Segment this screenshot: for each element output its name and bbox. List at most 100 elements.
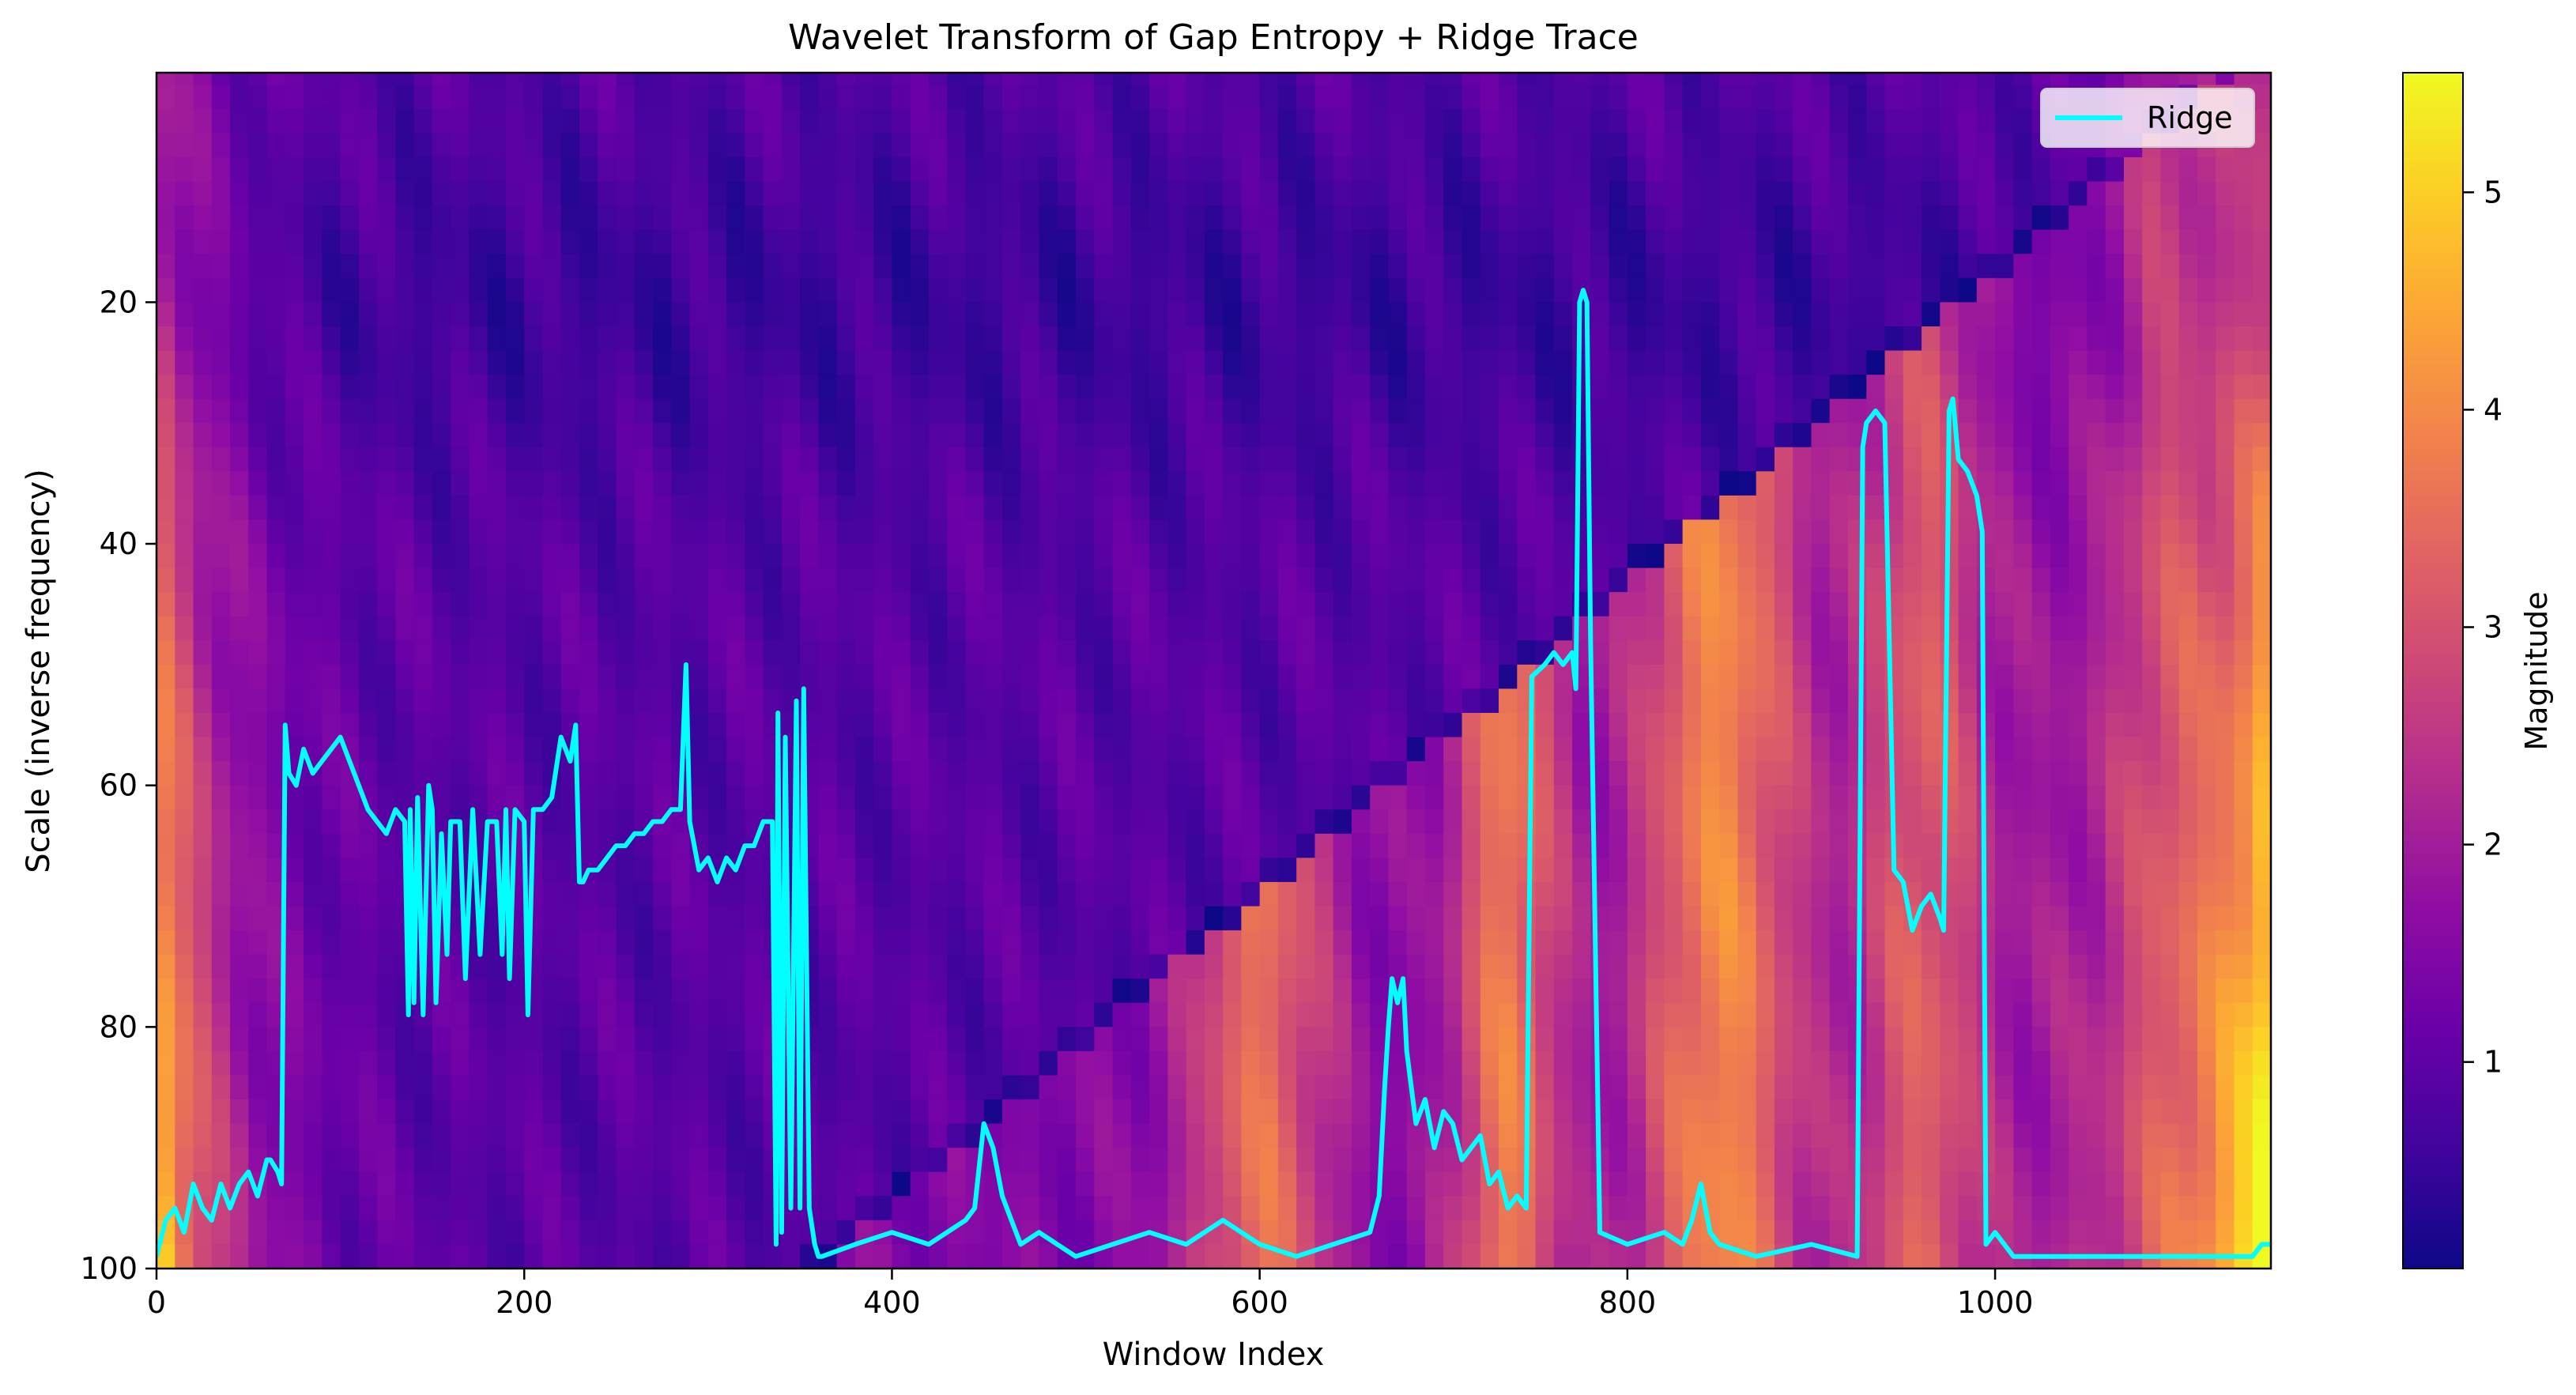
heatmap-cell (965, 85, 985, 110)
heatmap-cell (1774, 1171, 1793, 1197)
heatmap-cell (1076, 326, 1095, 352)
heatmap-cell (1167, 954, 1187, 979)
heatmap-cell (781, 398, 801, 424)
heatmap-cell (230, 108, 249, 134)
heatmap-cell (1461, 761, 1481, 786)
heatmap-cell (1076, 881, 1095, 907)
heatmap-cell (1259, 423, 1279, 448)
heatmap-cell (910, 930, 930, 956)
heatmap-cell (1186, 519, 1205, 545)
heatmap-cell (248, 858, 268, 883)
heatmap-cell (304, 85, 322, 110)
heatmap-cell (193, 375, 213, 400)
heatmap-cell (873, 712, 893, 738)
heatmap-cell (322, 85, 341, 110)
heatmap-cell (1774, 664, 1793, 690)
heatmap-cell (377, 495, 396, 521)
heatmap-cell (230, 471, 249, 496)
heatmap-cell (1829, 664, 1849, 690)
heatmap-cell (983, 1196, 1003, 1221)
heatmap-cell (983, 302, 1003, 327)
heatmap-cell (524, 447, 544, 472)
heatmap-cell (928, 809, 948, 835)
heatmap-cell (1517, 205, 1537, 231)
heatmap-cell (377, 1196, 396, 1221)
heatmap-cell (266, 302, 286, 327)
heatmap-cell (413, 133, 433, 158)
heatmap-cell (1039, 447, 1058, 472)
heatmap-cell (1535, 592, 1555, 617)
heatmap-cell (1186, 1099, 1205, 1125)
heatmap-cell (469, 1075, 488, 1100)
heatmap-cell (248, 761, 268, 786)
heatmap-cell (634, 73, 654, 85)
heatmap-cell (340, 1123, 360, 1148)
heatmap-cell (1039, 1244, 1058, 1269)
heatmap-cell (1737, 1075, 1757, 1100)
heatmap-cell (358, 761, 378, 786)
heatmap-cell (1700, 133, 1720, 158)
heatmap-cell (1737, 664, 1757, 690)
heatmap-cell (1922, 495, 1940, 521)
heatmap-cell (1002, 1123, 1021, 1148)
heatmap-cell (1259, 616, 1279, 641)
heatmap-cell (1646, 254, 1665, 279)
heatmap-cell (1333, 954, 1352, 979)
heatmap-cell (505, 205, 525, 231)
heatmap-cell (1922, 1002, 1940, 1027)
heatmap-cell (892, 737, 911, 762)
heatmap-cell (947, 205, 967, 231)
heatmap-cell (304, 688, 322, 714)
heatmap-cell (1774, 544, 1793, 569)
heatmap-cell (1314, 930, 1334, 956)
heatmap-cell (469, 737, 488, 762)
heatmap-cell (1572, 712, 1591, 738)
heatmap-cell (1370, 544, 1390, 569)
heatmap-cell (1590, 544, 1610, 569)
heatmap-cell (707, 1050, 727, 1076)
heatmap-cell (1112, 398, 1132, 424)
heatmap-cell (248, 447, 268, 472)
heatmap-cell (1388, 809, 1408, 835)
heatmap-cell (873, 181, 893, 206)
heatmap-cell (1333, 1123, 1352, 1148)
heatmap-cell (248, 664, 268, 690)
heatmap-cell (1590, 471, 1610, 496)
heatmap-cell (910, 398, 930, 424)
heatmap-cell (818, 1027, 838, 1052)
heatmap-cell (634, 1027, 654, 1052)
heatmap-cell (1333, 1075, 1352, 1100)
heatmap-cell (579, 1050, 598, 1076)
heatmap-cell (1829, 688, 1849, 714)
heatmap-cell (157, 1171, 175, 1197)
heatmap-cell (1866, 761, 1886, 786)
heatmap-cell (1535, 85, 1555, 110)
heatmap-cell (1572, 833, 1591, 858)
heatmap-cell (322, 254, 341, 279)
heatmap-cell (1388, 471, 1408, 496)
heatmap-cell (910, 1148, 930, 1173)
heatmap-cell (1829, 108, 1849, 134)
heatmap-cell (1922, 954, 1940, 979)
heatmap-cell (1664, 277, 1684, 303)
heatmap-cell (1682, 978, 1702, 1004)
heatmap-cell (1480, 133, 1499, 158)
heatmap-cell (671, 133, 691, 158)
heatmap-cell (1370, 423, 1390, 448)
heatmap-cell (1737, 881, 1757, 907)
heatmap-cell (432, 761, 451, 786)
heatmap-cell (1443, 954, 1463, 979)
heatmap-cell (873, 1171, 893, 1197)
heatmap-cell (1627, 640, 1646, 665)
heatmap-cell (873, 785, 893, 810)
heatmap-cell (1553, 471, 1573, 496)
heatmap-cell (634, 423, 654, 448)
heatmap-cell (598, 326, 617, 352)
heatmap-cell (1223, 519, 1242, 545)
heatmap-cell (266, 73, 286, 85)
heatmap-cell (505, 85, 525, 110)
heatmap-cell (248, 133, 268, 158)
heatmap-cell (818, 85, 838, 110)
heatmap-cell (1976, 544, 1996, 569)
heatmap-cell (1186, 156, 1205, 183)
